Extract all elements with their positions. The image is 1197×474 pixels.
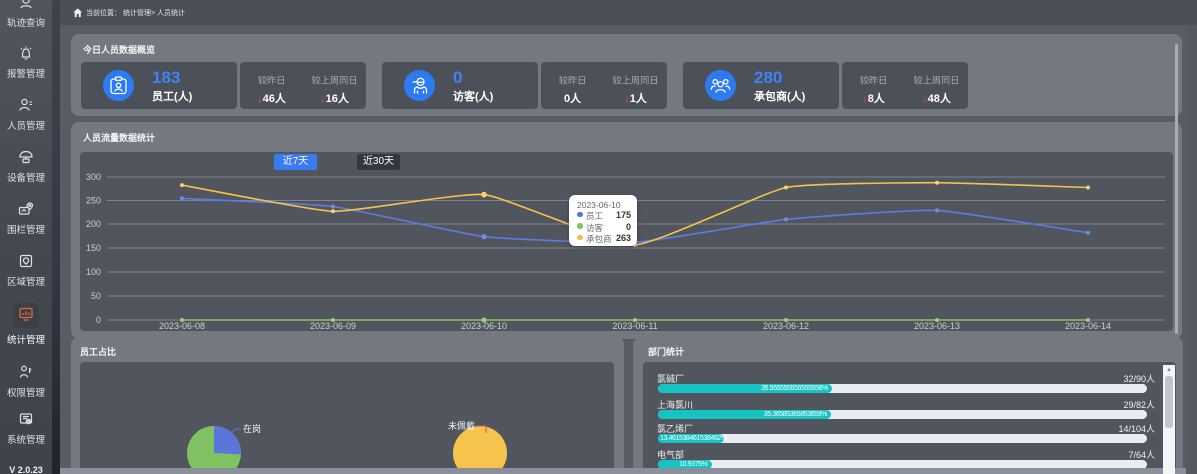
svg-text:2023-06-13: 2023-06-13 (914, 321, 960, 331)
svg-text:100: 100 (86, 267, 101, 277)
svg-text:300: 300 (86, 172, 101, 182)
svg-text:2023-06-10: 2023-06-10 (461, 321, 507, 331)
svg-text:50: 50 (91, 291, 101, 301)
svg-text:150: 150 (86, 243, 101, 253)
svg-text:未佩戴: 未佩戴 (448, 420, 475, 431)
svg-text:2023-06-09: 2023-06-09 (310, 321, 356, 331)
svg-text:2023-06-11: 2023-06-11 (612, 321, 657, 331)
svg-text:250: 250 (86, 196, 101, 206)
svg-text:2023-06-14: 2023-06-14 (1065, 321, 1111, 331)
svg-text:2023-06-12: 2023-06-12 (763, 321, 809, 331)
svg-text:在岗: 在岗 (243, 423, 261, 434)
svg-text:2023-06-08: 2023-06-08 (159, 321, 205, 331)
svg-text:0: 0 (96, 315, 101, 325)
svg-text:200: 200 (86, 219, 101, 229)
